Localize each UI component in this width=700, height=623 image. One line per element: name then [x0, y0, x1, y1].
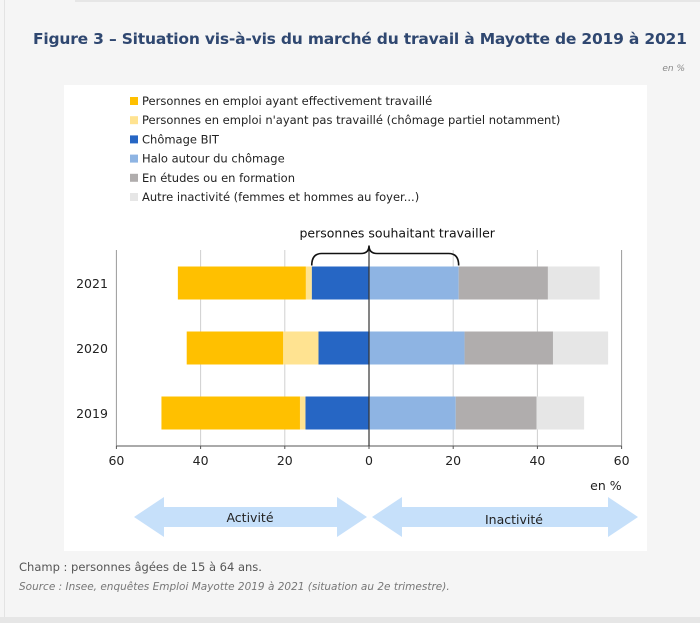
bar-2021-4 [369, 266, 459, 300]
bar-2019-1 [161, 396, 300, 430]
legend-swatch-4 [130, 154, 138, 163]
axes: 60 40 20 0 20 40 60 en % [108, 250, 630, 493]
inactivite-arrow [372, 497, 638, 537]
legend-label-3: Chômage BIT [142, 132, 220, 146]
category-label-2021: 2021 [76, 276, 108, 291]
bar-2019-3 [305, 396, 369, 430]
activite-label: Activité [226, 510, 273, 525]
bar-2020-6 [552, 331, 609, 365]
bar-2021-5 [458, 266, 548, 300]
bar-2019-2 [299, 396, 306, 430]
bar-2021-1 [177, 266, 306, 300]
bar-2021-2 [305, 266, 312, 300]
category-label-2020: 2020 [76, 341, 108, 356]
legend-swatch-3 [130, 135, 138, 144]
legend-label-5: En études ou en formation [142, 171, 295, 185]
notes: Champ : personnes âgées de 15 à 64 ans. … [19, 560, 450, 593]
bottom-border [0, 617, 700, 623]
chart-svg: Personnes en emploi ayant effectivement … [76, 94, 638, 537]
legend-swatch-5 [130, 173, 138, 182]
bar-2020-5 [464, 331, 553, 365]
brace-label: personnes souhaitant travailler [299, 226, 495, 241]
bar-2021-6 [547, 266, 600, 300]
source-note: Source : Insee, enquêtes Emploi Mayotte … [19, 581, 450, 593]
legend-label-6: Autre inactivité (femmes et hommes au fo… [142, 190, 419, 204]
legend: Personnes en emploi ayant effectivement … [130, 94, 560, 204]
x-tick-label: 40 [193, 453, 209, 468]
x-tick-label: 40 [529, 453, 545, 468]
bars: 2021 2020 2019 [76, 266, 609, 430]
x-tick-label: 20 [445, 453, 461, 468]
chart-panel: Personnes en emploi ayant effectivement … [64, 85, 647, 551]
bar-2020-1 [186, 331, 284, 365]
activite-arrow [134, 497, 367, 537]
champ-note: Champ : personnes âgées de 15 à 64 ans. [19, 560, 262, 574]
inactivite-label: Inactivité [485, 512, 543, 527]
brace [310, 245, 460, 266]
annotations: personnes souhaitant travailler Activité I… [134, 226, 638, 537]
x-tick-label: 60 [614, 453, 630, 468]
legend-swatch-2 [130, 116, 138, 125]
legend-label-4: Halo autour du chômage [142, 152, 285, 166]
bar-2020-4 [369, 331, 465, 365]
bar-2020-2 [283, 331, 319, 365]
figure-title: Figure 3 – Situation vis-à-vis du marché… [33, 30, 687, 48]
bar-2019-4 [369, 396, 456, 430]
legend-swatch-1 [130, 97, 138, 105]
category-label-2019: 2019 [76, 406, 108, 421]
legend-label-1: Personnes en emploi ayant effectivement … [142, 94, 432, 108]
legend-swatch-6 [130, 193, 138, 201]
bar-2019-5 [455, 396, 537, 430]
x-tick-label: 0 [365, 453, 373, 468]
x-axis-label: en % [590, 478, 622, 493]
unit-label-top: en % [662, 64, 685, 74]
top-border [75, 0, 700, 2]
bar-2020-3 [318, 331, 369, 365]
left-border [4, 0, 5, 617]
bar-2019-6 [536, 396, 585, 430]
bar-2021-3 [311, 266, 369, 300]
legend-label-2: Personnes en emploi n'ayant pas travaill… [142, 113, 560, 127]
x-tick-label: 60 [108, 453, 124, 468]
x-tick-label: 20 [277, 453, 293, 468]
